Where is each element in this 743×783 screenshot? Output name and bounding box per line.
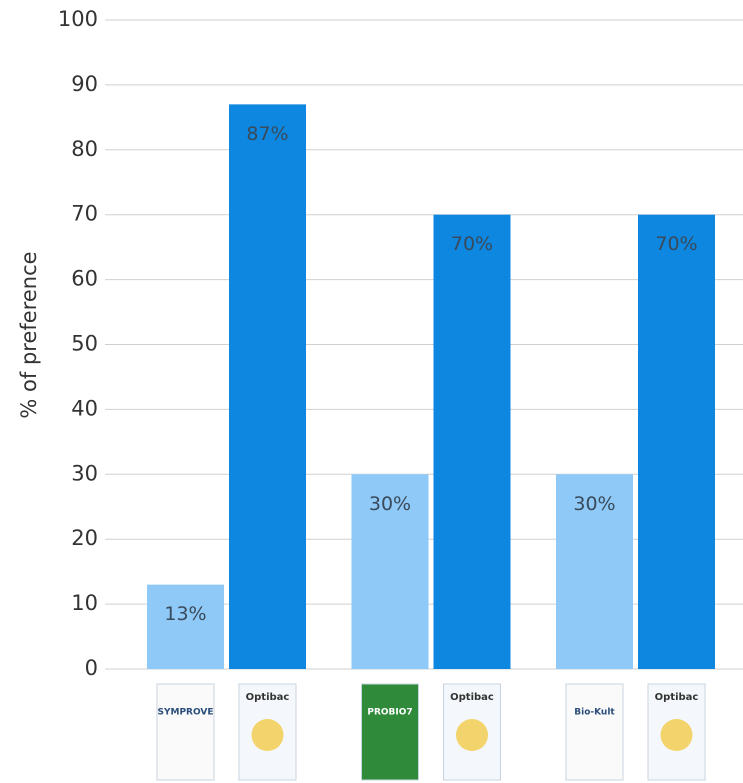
y-tick-label: 50: [71, 332, 98, 356]
y-tick-label: 20: [71, 526, 98, 550]
package-brand: SYMPROVE: [157, 708, 213, 718]
value-label: 30%: [369, 493, 411, 515]
value-label: 13%: [164, 603, 206, 625]
package-sun: [251, 719, 284, 751]
y-tick-label: 70: [71, 202, 98, 226]
y-tick-label: 0: [85, 656, 98, 680]
bar: [638, 214, 715, 669]
package-brand: Optibac: [450, 692, 494, 703]
package-brand: Optibac: [246, 692, 290, 703]
product-package: [156, 683, 215, 781]
y-tick-label: 60: [71, 267, 98, 291]
value-label: 30%: [573, 493, 615, 515]
bar: [147, 584, 224, 669]
y-tick-label: 40: [71, 396, 98, 420]
product-package: [361, 683, 419, 781]
bar: [351, 474, 429, 669]
y-tick-label: 10: [71, 591, 98, 615]
bar: [433, 214, 511, 669]
bar: [556, 474, 633, 669]
value-label: 70%: [451, 233, 493, 255]
y-tick-label: 30: [71, 461, 98, 485]
bar: [229, 104, 306, 670]
package-brand: Optibac: [655, 692, 699, 703]
y-axis-title: % of preference: [17, 251, 41, 418]
package-sun: [660, 719, 693, 751]
package-brand: Bio-Kult: [574, 708, 615, 718]
product-package: [565, 683, 624, 781]
y-tick-label: 80: [71, 137, 98, 161]
value-label: 70%: [655, 233, 697, 255]
package-sun: [456, 719, 488, 751]
value-label: 87%: [246, 123, 288, 145]
package-brand: PROBIO7: [367, 708, 412, 718]
y-tick-label: 90: [71, 72, 98, 96]
y-tick-label: 100: [58, 7, 98, 31]
